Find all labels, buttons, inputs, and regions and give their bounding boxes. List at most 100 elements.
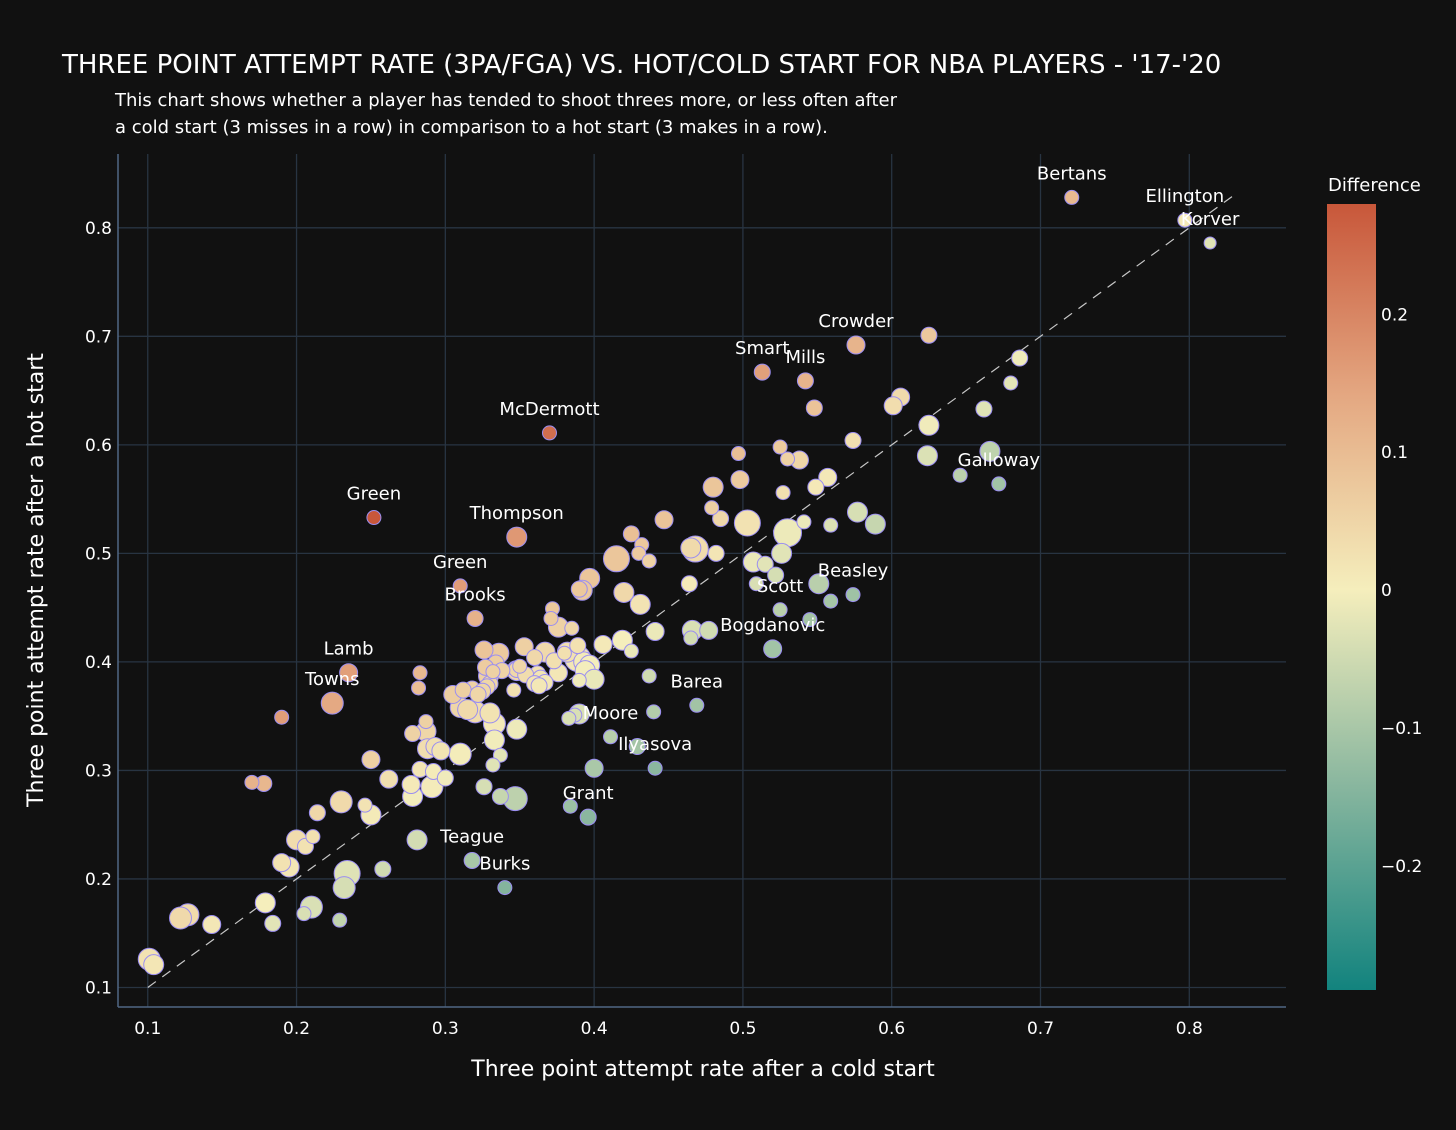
data-point — [647, 760, 663, 776]
player-label: Ilyasova — [618, 734, 692, 755]
data-point — [305, 829, 321, 845]
player-label: Burks — [479, 854, 530, 875]
x-axis-label: Three point attempt rate after a cold st… — [470, 1057, 935, 1082]
data-point — [991, 476, 1007, 492]
data-point — [846, 501, 868, 523]
data-point — [864, 513, 886, 535]
player-label: Smart — [735, 338, 789, 359]
player-label: Green — [347, 484, 402, 505]
y-tick-label: 0.1 — [85, 978, 112, 998]
data-point — [506, 526, 528, 548]
data-point — [1177, 212, 1193, 228]
data-point — [332, 876, 356, 900]
data-point — [629, 593, 651, 615]
data-point — [602, 729, 618, 745]
player-label: Lamb — [324, 639, 374, 660]
data-point — [541, 425, 557, 441]
tick-labels: 0.1 0.2 0.3 0.4 0.5 0.6 0.7 0.8 0.1 0.2 0.3 0.4 0.5 0… — [85, 219, 1203, 1039]
data-point — [883, 396, 903, 416]
data-point — [469, 685, 487, 703]
data-point — [526, 649, 544, 667]
x-tick-label: 0.4 — [581, 1019, 608, 1039]
data-point — [756, 555, 774, 573]
player-label: Towns — [304, 669, 359, 690]
player-label: Thompson — [469, 503, 564, 524]
data-point — [483, 729, 505, 751]
data-point — [564, 620, 580, 636]
data-point — [491, 787, 509, 805]
player-label: Green — [433, 552, 488, 573]
data-point — [920, 326, 938, 344]
data-point — [514, 637, 534, 657]
data-point — [244, 774, 260, 790]
data-point — [506, 718, 528, 740]
data-point — [274, 709, 290, 725]
data-point — [712, 510, 730, 528]
data-point — [641, 668, 657, 684]
data-point — [808, 573, 830, 595]
data-point — [406, 829, 428, 851]
data-point — [628, 738, 646, 756]
data-point — [448, 742, 472, 766]
data-point — [623, 643, 639, 659]
data-point — [339, 663, 359, 683]
data-point — [748, 576, 764, 592]
data-point — [818, 467, 838, 487]
colorbar: Difference 0.2 0.1 0 −0.1 −0.2 — [1327, 175, 1422, 990]
data-point — [308, 804, 326, 822]
data-point — [485, 664, 501, 680]
player-label: Moore — [583, 703, 639, 724]
data-point — [689, 697, 705, 713]
data-point — [733, 509, 761, 537]
data-point — [512, 658, 528, 674]
data-point — [975, 400, 993, 418]
data-point — [631, 545, 647, 561]
data-point — [485, 757, 501, 773]
colorbar-gradient — [1327, 204, 1376, 990]
data-point — [707, 544, 725, 562]
data-point — [457, 699, 479, 721]
data-point — [1203, 236, 1217, 250]
y-tick-label: 0.2 — [85, 870, 112, 890]
colorbar-title: Difference — [1328, 175, 1421, 196]
data-point — [569, 637, 587, 655]
player-label: Galloway — [958, 450, 1041, 471]
x-tick-label: 0.8 — [1176, 1019, 1203, 1039]
y-tick-label: 0.6 — [85, 436, 112, 456]
data-point — [771, 542, 793, 564]
player-label: Korver — [1181, 209, 1240, 230]
data-point — [412, 665, 428, 681]
x-tick-label: 0.5 — [729, 1019, 756, 1039]
data-point — [645, 622, 665, 642]
data-point — [561, 710, 577, 726]
data-point — [418, 714, 434, 730]
data-point — [562, 798, 578, 814]
data-point — [570, 580, 588, 598]
data-point — [952, 467, 968, 483]
data-point — [475, 778, 493, 796]
data-point — [730, 470, 750, 490]
data-point — [680, 537, 702, 559]
data-point — [202, 915, 222, 935]
chart-title: THREE POINT ATTEMPT RATE (3PA/FGA) VS. H… — [61, 50, 1221, 80]
data-point — [823, 593, 839, 609]
chart-subtitle-line-2: a cold start (3 misses in a row) in comp… — [115, 117, 828, 138]
colorbar-tick-labels: 0.2 0.1 0 −0.1 −0.2 — [1381, 305, 1422, 877]
data-point — [602, 545, 630, 573]
data-point — [979, 440, 1001, 462]
player-label: Crowder — [818, 311, 894, 332]
axis-frame — [117, 154, 1286, 1008]
data-point — [401, 775, 421, 795]
data-point — [683, 630, 699, 646]
player-label: Ellington — [1145, 186, 1224, 207]
data-point — [704, 500, 720, 516]
data-point — [918, 414, 940, 436]
player-label: McDermott — [499, 399, 599, 420]
data-point — [772, 439, 788, 455]
data-point — [845, 587, 861, 603]
data-point — [1011, 349, 1029, 367]
data-point — [646, 704, 662, 720]
y-tick-label: 0.5 — [85, 544, 112, 564]
